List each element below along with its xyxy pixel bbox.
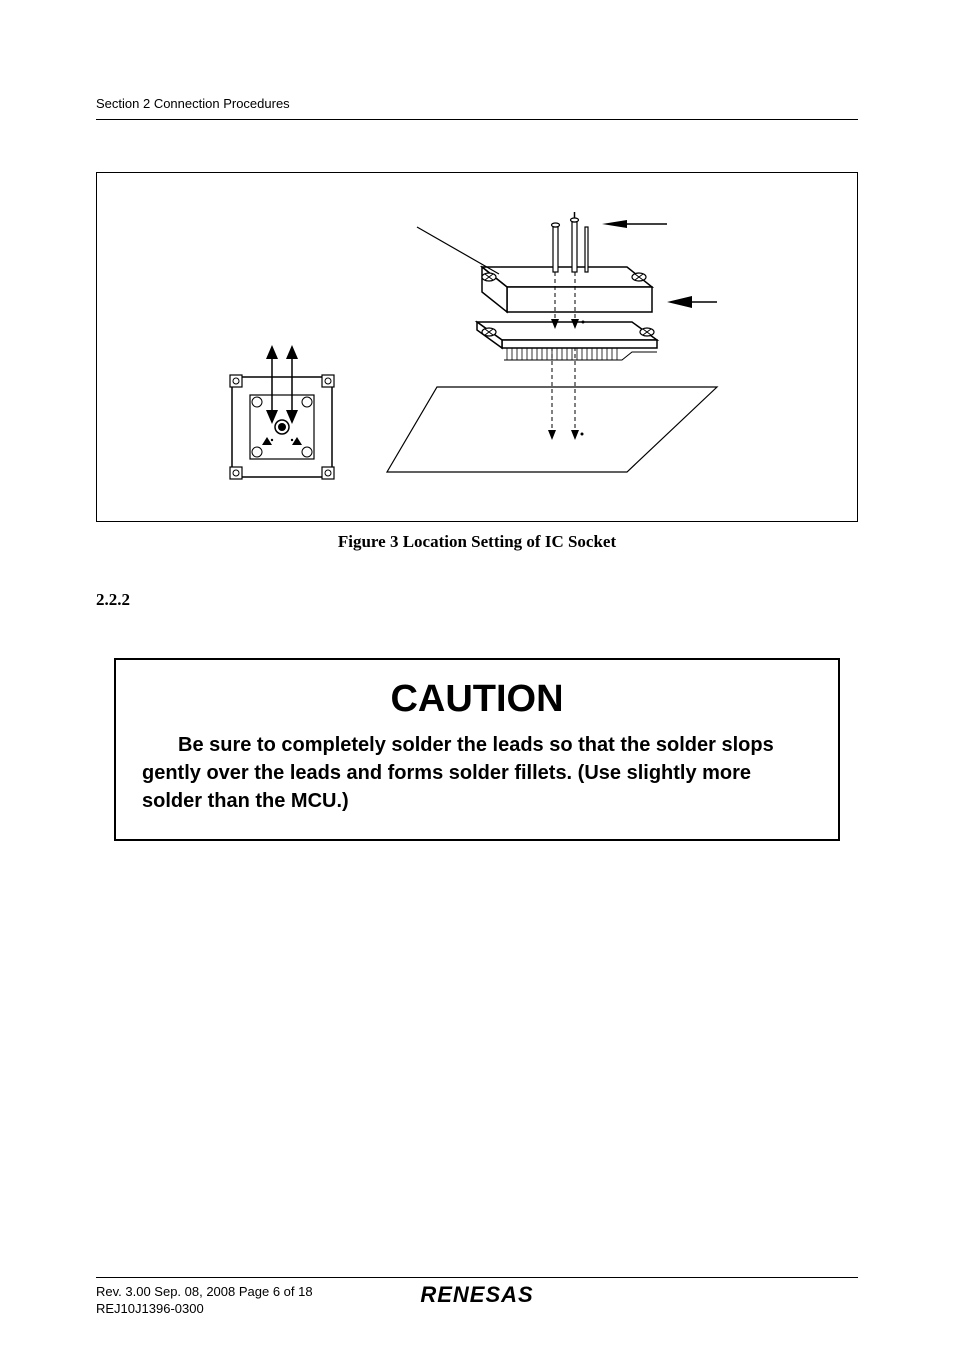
caution-text: Be sure to completely solder the leads s… [142, 731, 812, 815]
ic-socket-diagram [157, 192, 797, 502]
figure-container [96, 172, 858, 522]
section-label: Section 2 Connection Procedures [96, 96, 290, 111]
page-header: Section 2 Connection Procedures [96, 96, 858, 120]
figure-caption: Figure 3 Location Setting of IC Socket [96, 532, 858, 552]
caution-title: CAUTION [142, 678, 812, 721]
subsection-number: 2.2.2 [96, 590, 858, 610]
caution-box: CAUTION Be sure to completely solder the… [114, 658, 840, 841]
page-footer: Rev. 3.00 Sep. 08, 2008 Page 6 of 18 REJ… [96, 1277, 858, 1316]
renesas-logo: RENESAS [420, 1282, 533, 1308]
